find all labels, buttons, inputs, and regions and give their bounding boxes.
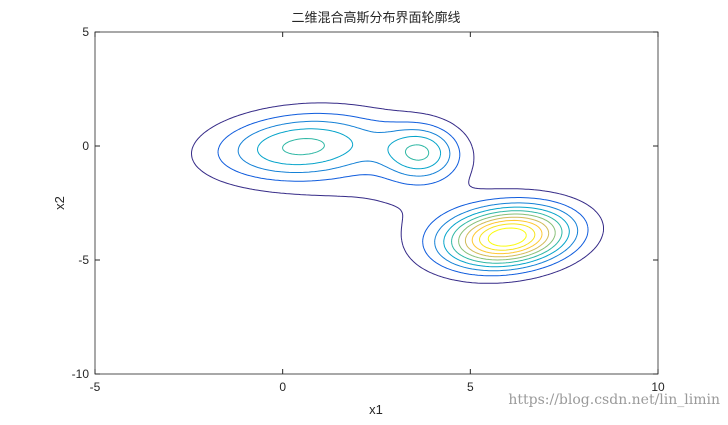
y-axis-label: x2 <box>52 196 67 210</box>
y-tick-label: 0 <box>82 139 89 153</box>
y-tick-label: -5 <box>78 253 89 267</box>
y-tick-label: -10 <box>72 367 90 381</box>
contour-line <box>191 102 604 284</box>
contour-line <box>487 227 527 247</box>
contour-line <box>282 138 563 264</box>
contour-line <box>237 120 579 272</box>
x-tick-label: 10 <box>651 380 665 394</box>
contour-line <box>479 223 536 251</box>
y-tick-label: 5 <box>82 25 89 39</box>
contour-line <box>464 216 550 258</box>
chart-title: 二维混合高斯分布界面轮廓线 <box>291 10 460 25</box>
x-tick-label: -5 <box>90 380 101 394</box>
x-tick-label: 0 <box>279 380 286 394</box>
contour-line <box>458 213 556 261</box>
contour-line <box>471 219 543 255</box>
x-axis-label: x1 <box>369 402 383 417</box>
contour-line <box>217 112 589 277</box>
contour-line <box>257 128 570 268</box>
plot-frame <box>94 31 659 375</box>
x-tick-label: 5 <box>467 380 474 394</box>
watermark: https://blog.csdn.net/lin_limin <box>508 392 720 408</box>
